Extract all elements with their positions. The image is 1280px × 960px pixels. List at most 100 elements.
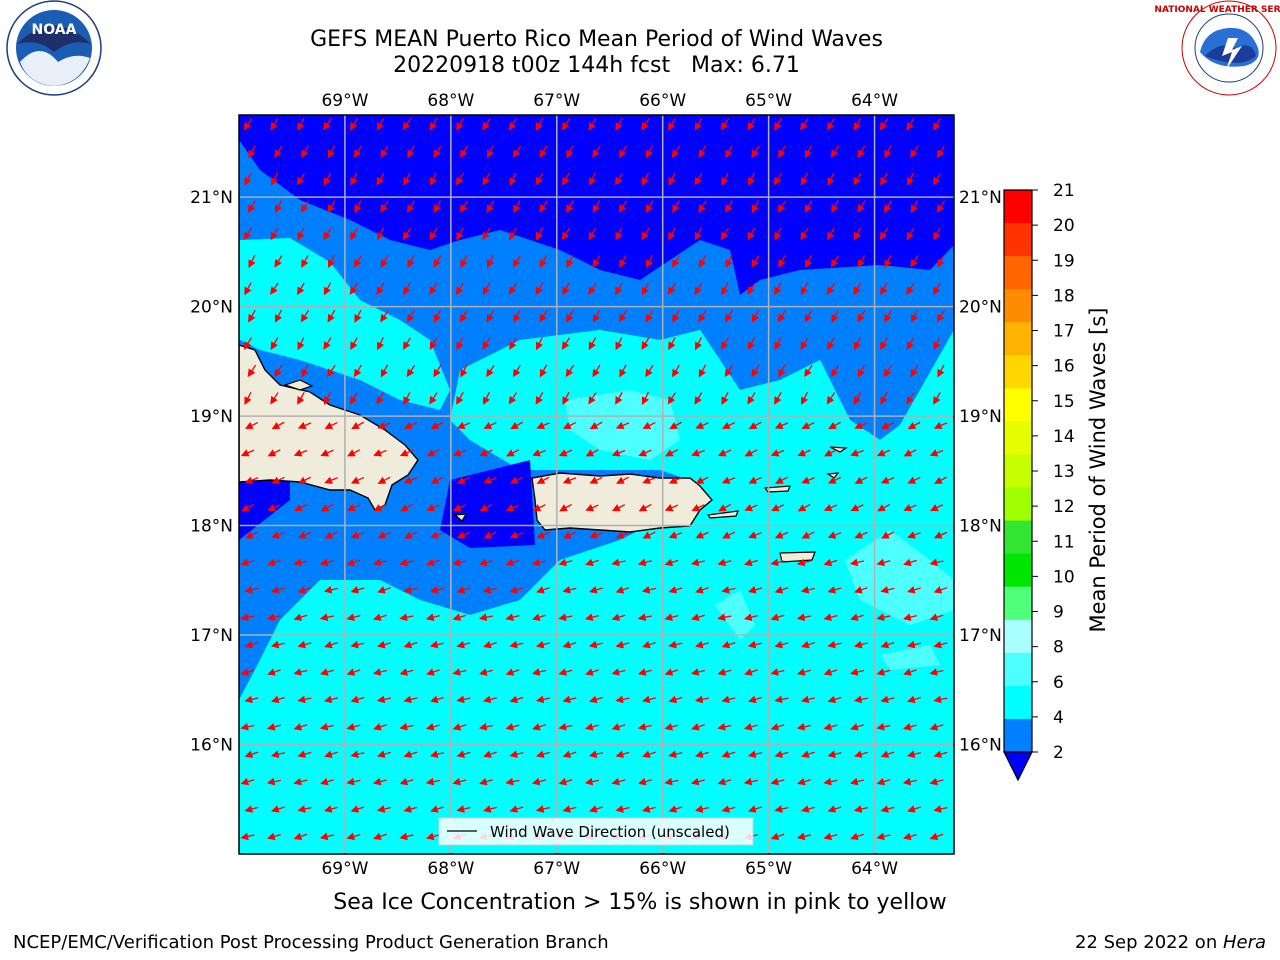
wind-wave-arrow [880,805,895,813]
lon-label-bottom: 66°W [639,859,686,879]
wind-wave-arrow [562,640,577,649]
wind-wave-arrow [615,337,623,351]
puerto-rico-land [531,472,713,533]
wind-wave-arrow [880,391,888,405]
wind-wave-arrow [350,640,365,649]
wind-wave-arrows [240,117,948,841]
wind-wave-arrow [929,613,944,621]
wind-wave-arrow [346,613,361,621]
wind-wave-arrow [744,504,758,512]
wind-wave-arrow [748,531,762,539]
wind-wave-arrow [618,200,628,213]
wind-wave-arrow [297,586,312,594]
wind-wave-arrow [350,172,358,186]
wind-wave-arrow [773,172,782,186]
footer-date: 22 Sep 2022 on Hera [1075,932,1266,953]
wind-wave-arrow [460,364,468,378]
wind-wave-arrow [906,118,915,131]
wind-wave-arrow [906,337,915,351]
wind-wave-arrow [694,640,709,649]
wind-wave-arrow [266,613,281,621]
colorbar-tick-label: 2 [1053,743,1064,763]
wind-wave-arrow [796,558,811,567]
wind-wave-arrow [884,254,892,269]
wind-wave-arrow [482,391,491,405]
wind-wave-arrow [877,503,891,512]
wind-wave-arrow [903,832,917,841]
wind-wave-arrow [350,750,365,759]
wind-wave-arrow [425,723,440,731]
wind-wave-arrow [903,449,917,457]
wind-wave-arrow [902,613,917,621]
wind-wave-arrow [456,805,471,813]
wind-wave-arrow [881,531,895,539]
wind-wave-arrow [429,337,438,351]
wind-wave-arrow [849,777,864,786]
wind-wave-arrow [751,145,760,158]
wind-wave-arrow [244,750,259,758]
wind-wave-arrow [248,309,256,323]
wind-wave-arrow [585,504,599,512]
wind-wave-arrow [804,254,813,269]
wind-wave-arrow [849,558,864,567]
wind-wave-arrow [267,668,281,676]
wind-wave-arrow [403,750,418,758]
wind-wave-arrow [929,777,944,786]
colorbar-segment [1004,652,1032,687]
wind-wave-arrow [399,777,414,786]
wind-wave-arrow [747,172,756,186]
wind-wave-arrow [399,558,414,567]
wind-wave-arrow [611,449,626,457]
wind-wave-arrow [297,805,312,813]
wind-wave-arrow [327,145,336,159]
wind-wave-arrow [611,613,626,621]
wind-wave-arrow [857,254,866,268]
wind-wave-arrow [880,695,895,704]
wind-wave-arrow [853,640,868,649]
lat-label-left: 20°N [190,298,233,318]
wind-wave-arrow [509,337,517,351]
lon-label-bottom: 69°W [321,859,368,879]
wind-wave-arrow [725,145,733,159]
wind-wave-arrow [293,558,308,567]
wind-wave-arrow [876,832,891,841]
wind-wave-arrow [774,695,789,704]
wave-period-under-2-west [239,470,290,540]
nws-logo-text: NATIONAL WEATHER SERVICE [1154,5,1280,15]
wind-wave-arrow [429,282,438,295]
wind-wave-arrow [937,254,945,268]
wind-wave-arrow [721,172,729,186]
wind-wave-arrow [641,282,650,296]
wind-wave-arrow [637,613,653,622]
wind-wave-arrow [854,476,868,484]
wind-wave-arrow [270,392,279,405]
wind-wave-arrow [592,364,601,378]
wind-wave-arrow [797,777,811,786]
wind-wave-arrow [483,531,497,539]
island-shape [763,485,791,493]
wind-wave-arrow [778,254,786,268]
wind-wave-arrow [297,750,312,758]
noaa-logo: NOAA [6,0,102,96]
wind-wave-arrow [876,558,891,567]
wind-wave-arrow [642,476,656,484]
wind-wave-arrow [641,805,656,813]
wind-wave-arrow [426,449,440,457]
wind-wave-arrow [320,777,334,786]
wind-wave-arrow [853,695,869,704]
wind-wave-arrow [588,172,597,186]
wind-wave-arrow [854,586,868,594]
wind-wave-arrow [407,145,415,159]
colorbar-segment [1004,553,1032,588]
wind-wave-arrow [936,200,946,213]
lat-label-right: 16°N [959,736,1002,756]
wind-wave-arrow [300,309,310,323]
wind-wave-arrow [351,421,365,430]
wind-wave-arrow [691,723,705,731]
wind-wave-arrow [906,392,915,405]
wind-wave-arrow [402,118,412,131]
wind-wave-arrow [243,227,253,241]
wind-wave-arrow [800,337,809,350]
wind-wave-arrow [853,227,862,241]
wind-wave-arrow [327,364,336,378]
